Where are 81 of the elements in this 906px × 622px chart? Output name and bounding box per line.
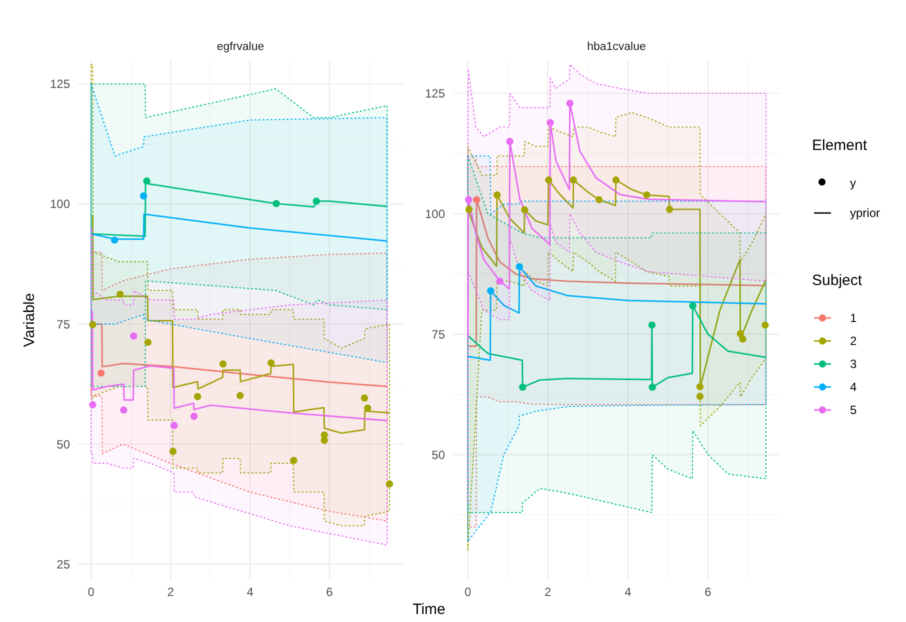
point — [312, 198, 320, 205]
line-series — [90, 215, 390, 434]
x-tick-label: 6 — [326, 585, 334, 599]
text: y — [850, 176, 856, 190]
point — [194, 392, 202, 400]
line-series — [90, 310, 388, 422]
point — [144, 338, 152, 346]
point — [169, 448, 177, 455]
point — [516, 263, 524, 270]
chart-title: hba1cvalue — [587, 41, 646, 53]
point — [570, 176, 578, 184]
point — [89, 401, 96, 408]
point — [320, 436, 328, 444]
legend-title: Subject — [812, 272, 863, 289]
point — [143, 177, 150, 185]
x-tick-label: 2 — [544, 585, 552, 599]
point — [116, 290, 124, 298]
x-tick-label: 0 — [88, 585, 95, 599]
point — [612, 176, 620, 184]
point — [487, 287, 494, 294]
point — [290, 456, 298, 464]
y-tick-label: 50 — [432, 448, 446, 462]
y-tick-label: 125 — [424, 86, 446, 100]
point — [648, 384, 656, 391]
y-tick-label: 100 — [50, 197, 70, 212]
point — [689, 302, 696, 310]
y-tick-label: 25 — [56, 557, 70, 572]
point — [696, 392, 704, 400]
x-tick-label: 4 — [624, 585, 632, 599]
point — [595, 196, 603, 204]
legend-label: 5 — [850, 403, 857, 418]
point — [519, 384, 526, 391]
point — [546, 119, 554, 126]
point — [140, 192, 148, 200]
point — [130, 332, 138, 340]
x-tick-label: 6 — [704, 585, 712, 599]
point — [236, 392, 244, 400]
y-axis-title: Variable — [21, 293, 38, 347]
point — [219, 360, 227, 368]
y-tick-label: 75 — [56, 317, 70, 332]
y-tick-label: 125 — [50, 77, 70, 92]
legend-label: 2 — [850, 334, 857, 348]
point — [762, 321, 769, 329]
point — [696, 383, 704, 390]
point — [120, 406, 128, 414]
text: Element — [812, 137, 868, 154]
point — [110, 236, 118, 244]
point — [386, 480, 394, 488]
point — [648, 321, 656, 329]
point — [89, 320, 96, 328]
point — [496, 278, 504, 285]
chart-title: egfrvalue — [216, 41, 264, 53]
point — [272, 200, 280, 208]
x-tick-label: 0 — [464, 585, 472, 599]
point — [739, 335, 746, 343]
point — [473, 196, 480, 204]
point — [566, 100, 574, 107]
point — [364, 404, 372, 412]
point — [666, 206, 674, 213]
legend-label: 1 — [850, 311, 857, 326]
y-tick-label: 100 — [424, 206, 446, 221]
x-axis-title: Time — [412, 601, 446, 618]
legend-label: 4 — [850, 380, 857, 394]
legend-label: 3 — [850, 357, 857, 372]
point — [360, 394, 368, 402]
text: yprior — [850, 206, 880, 220]
point — [643, 191, 650, 199]
point — [545, 176, 552, 184]
y-tick-label: 50 — [56, 437, 70, 452]
x-tick-label: 4 — [246, 585, 254, 599]
y-tick-label: 75 — [432, 327, 446, 342]
x-tick-label: 2 — [167, 585, 174, 599]
point — [465, 206, 473, 213]
point — [97, 369, 105, 377]
point — [190, 412, 198, 420]
point — [267, 359, 275, 367]
point — [493, 191, 501, 199]
point — [465, 196, 472, 204]
point — [506, 138, 514, 146]
point — [170, 422, 178, 429]
point — [521, 206, 528, 214]
